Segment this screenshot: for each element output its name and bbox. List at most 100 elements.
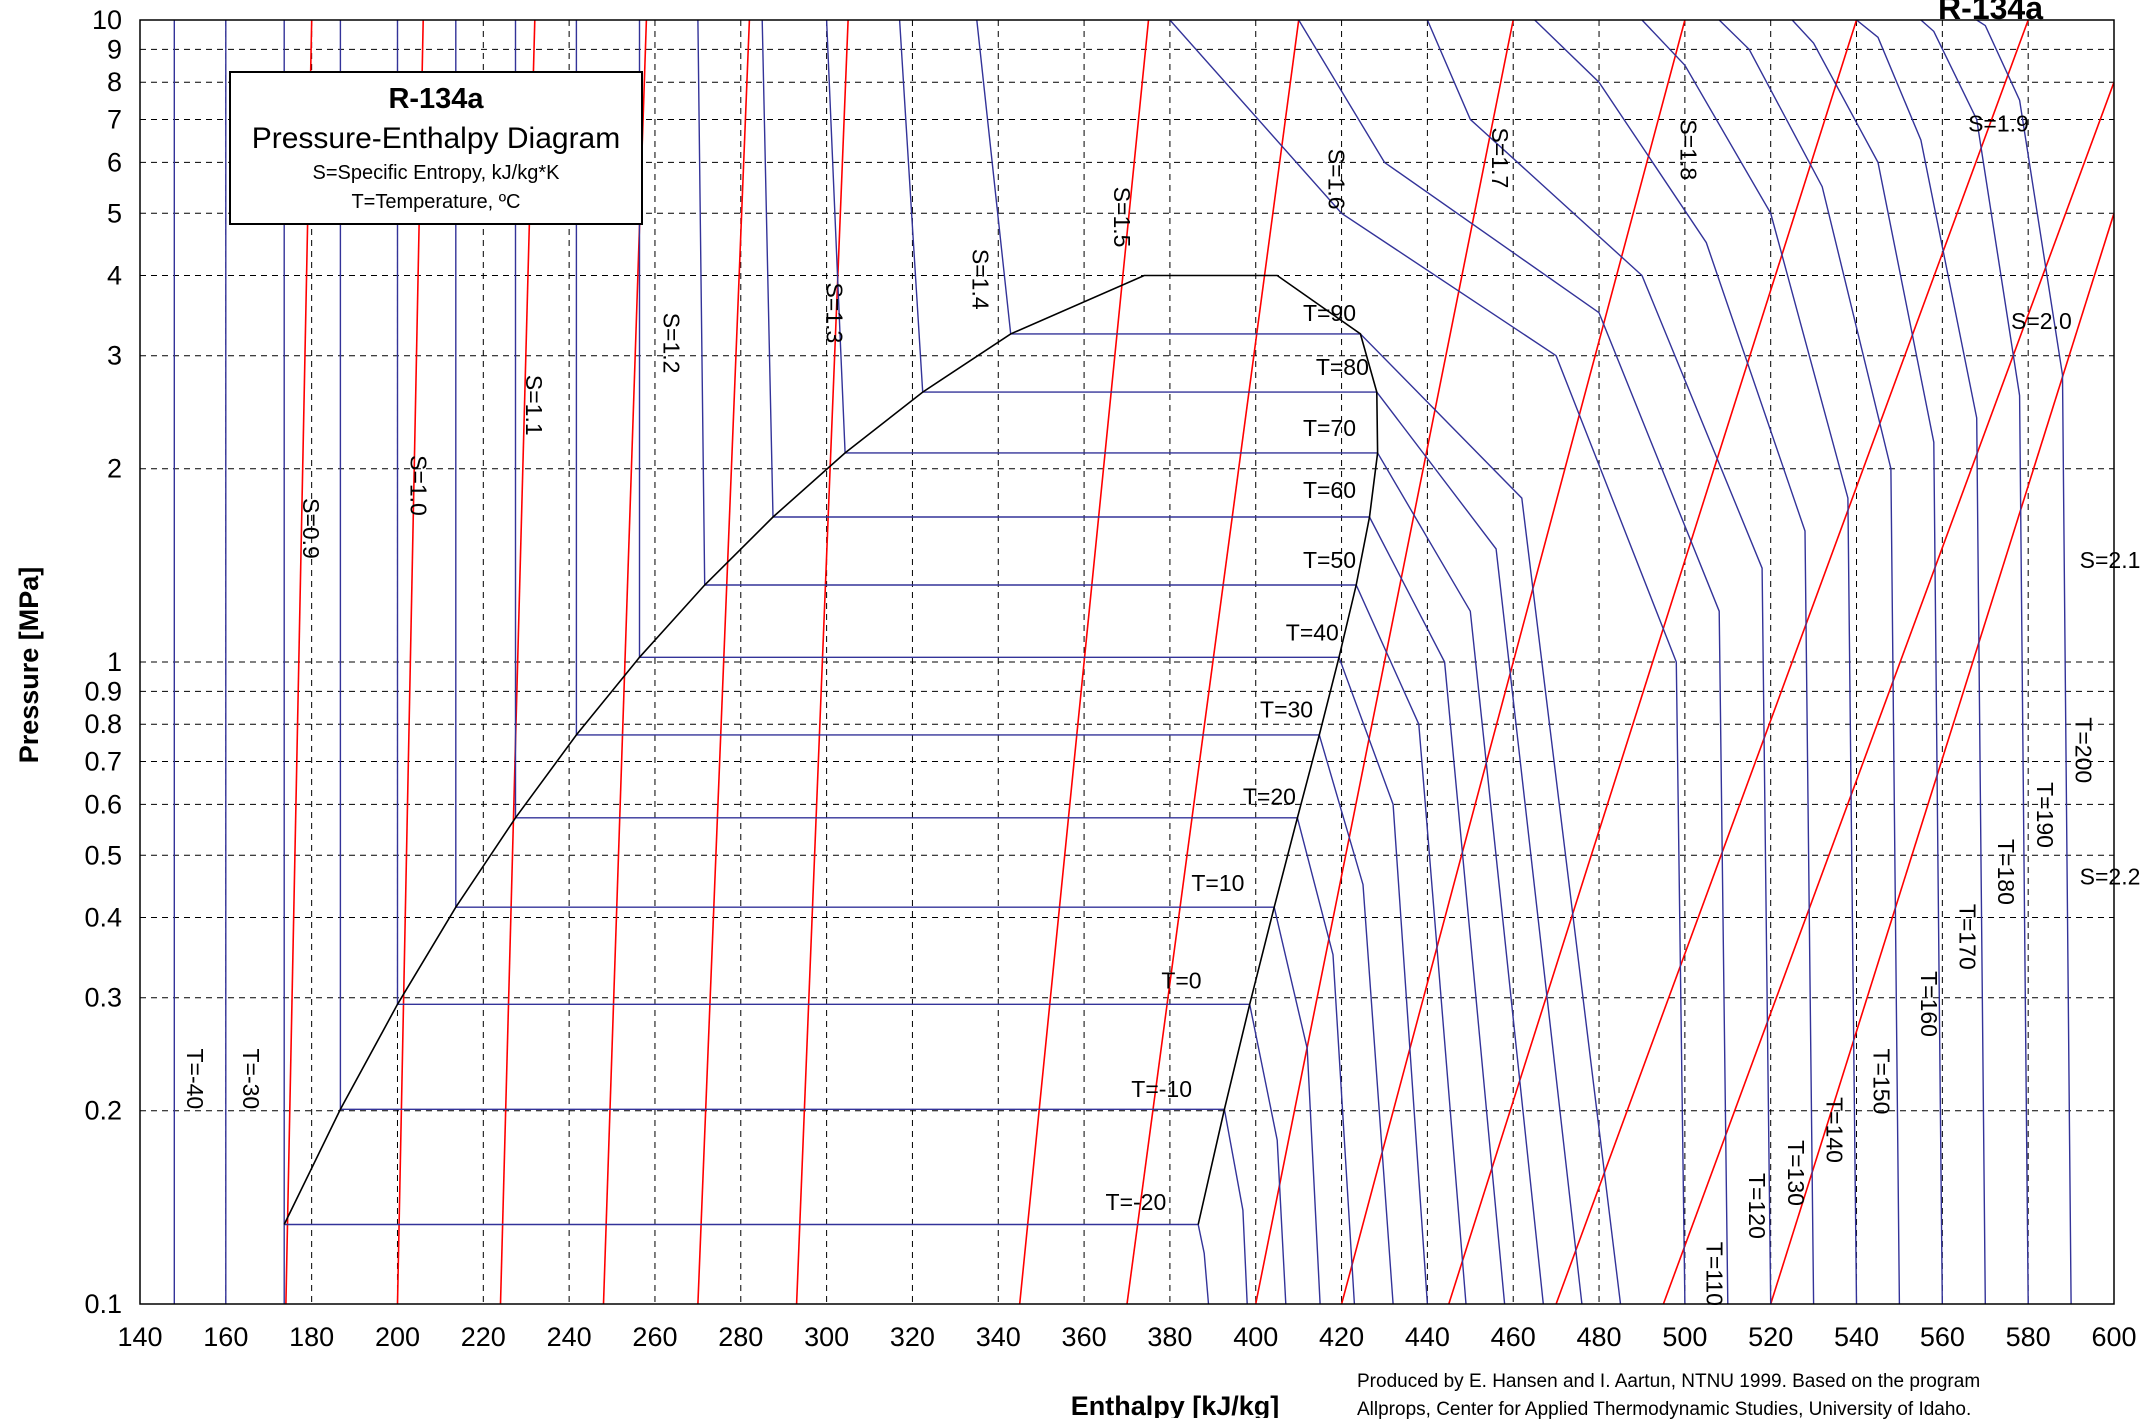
isotherm-label: T=0 bbox=[1161, 968, 1201, 994]
isentrope-line bbox=[1448, 20, 1858, 1304]
x-tick-label: 300 bbox=[804, 1322, 849, 1352]
isentrope-label: S=2.1 bbox=[2080, 547, 2141, 573]
y-tick-label: 10 bbox=[92, 5, 122, 35]
x-tick-label: 520 bbox=[1748, 1322, 1793, 1352]
isotherm-line bbox=[1976, 20, 2072, 1304]
isentrope-label: S=1.8 bbox=[1676, 119, 1702, 180]
isotherm-line bbox=[1791, 20, 1943, 1304]
isotherm-line bbox=[761, 20, 1506, 1304]
x-tick-label: 180 bbox=[289, 1322, 334, 1352]
x-tick-label: 480 bbox=[1577, 1322, 1622, 1352]
y-tick-label: 4 bbox=[107, 260, 122, 290]
isotherm-label-vertical: T=150 bbox=[1869, 1049, 1895, 1115]
isentrope-label: S=1.6 bbox=[1324, 149, 1350, 210]
isotherm-label-vertical: T=190 bbox=[2032, 782, 2058, 848]
isentrope-line bbox=[1126, 20, 1300, 1304]
plot-frame bbox=[139, 19, 2115, 1305]
legend-subtitle: Pressure-Enthalpy Diagram bbox=[251, 122, 621, 155]
isotherm-label: T=30 bbox=[1260, 696, 1313, 722]
legend-note-temperature: T=Temperature, ºC bbox=[351, 191, 521, 213]
isotherm-label: T=-10 bbox=[1131, 1076, 1192, 1102]
x-tick-label: 360 bbox=[1062, 1322, 1107, 1352]
y-tick-label: 0.7 bbox=[84, 746, 122, 776]
x-tick-label: 500 bbox=[1662, 1322, 1707, 1352]
isentrope-line bbox=[1254, 20, 1514, 1304]
x-tick-label: 320 bbox=[890, 1322, 935, 1352]
isotherm-line bbox=[1641, 20, 1858, 1304]
y-tick-label: 0.8 bbox=[84, 709, 122, 739]
isentrope-line bbox=[1340, 20, 1686, 1304]
y-tick-label: 7 bbox=[107, 104, 122, 134]
isotherm-line bbox=[1426, 20, 1772, 1304]
isotherm-label-vertical: T=-30 bbox=[238, 1049, 264, 1110]
isotherm-line bbox=[898, 20, 1583, 1304]
y-tick-label: 0.9 bbox=[84, 676, 122, 706]
y-tick-label: 9 bbox=[107, 34, 122, 64]
x-tick-label: 240 bbox=[547, 1322, 592, 1352]
isotherm-label-vertical: T=140 bbox=[1822, 1097, 1848, 1163]
isentrope-label: S=1.5 bbox=[1109, 187, 1135, 248]
isentrope-line bbox=[1769, 213, 2114, 1304]
y-tick-label: 8 bbox=[107, 67, 122, 97]
y-tick-label: 3 bbox=[107, 341, 122, 371]
credit-line-1: Produced by E. Hansen and I. Aartun, NTN… bbox=[1357, 1371, 1981, 1392]
isentrope-line bbox=[1555, 20, 2029, 1304]
x-tick-label: 200 bbox=[375, 1322, 420, 1352]
legend-note-entropy: S=Specific Entropy, kJ/kg*K bbox=[312, 162, 560, 184]
isentrope-line bbox=[795, 20, 849, 1304]
isotherm-line bbox=[283, 20, 1210, 1304]
isotherm-line bbox=[1718, 20, 1901, 1304]
isentrope-label: S=1.4 bbox=[968, 249, 994, 310]
credit-line-2: Allprops, Center for Applied Thermodynam… bbox=[1357, 1399, 1972, 1420]
isotherm-line bbox=[1534, 20, 1815, 1304]
x-tick-label: 580 bbox=[2006, 1322, 2051, 1352]
curve-labels: T=90 T=80 T=70 T=60 T=50 T=40 T=30 T=20 T=10 T=0 T… bbox=[182, 111, 2140, 1306]
isentrope-line bbox=[396, 20, 424, 1304]
isentrope-label: S=1.2 bbox=[659, 313, 685, 374]
isotherm-label-vertical: T=170 bbox=[1955, 904, 1981, 970]
x-tick-label: 380 bbox=[1147, 1322, 1192, 1352]
legend-box: R-134a Pressure-Enthalpy Diagram S=Speci… bbox=[229, 71, 643, 225]
legend-title: R-134a bbox=[388, 83, 484, 115]
x-tick-label: 140 bbox=[117, 1322, 162, 1352]
saturation-curve bbox=[283, 274, 1379, 1225]
isotherm-label-vertical: T=110 bbox=[1701, 1242, 1727, 1306]
isotherm-label-vertical: T=-40 bbox=[182, 1049, 208, 1110]
saturation-dome bbox=[283, 274, 1379, 1225]
x-tick-label: 600 bbox=[2091, 1322, 2136, 1352]
x-tick-label: 560 bbox=[1920, 1322, 1965, 1352]
isotherm-label-vertical: T=200 bbox=[2070, 717, 2096, 783]
isotherm-label: T=10 bbox=[1191, 870, 1244, 896]
isotherm-label: T=50 bbox=[1303, 547, 1356, 573]
y-tick-label: 0.2 bbox=[84, 1096, 122, 1126]
credit-text: Produced by E. Hansen and I. Aartun, NTN… bbox=[1357, 1368, 1980, 1424]
isotherm-label-vertical: T=130 bbox=[1783, 1140, 1809, 1206]
x-tick-label: 460 bbox=[1491, 1322, 1536, 1352]
x-tick-label: 540 bbox=[1834, 1322, 1879, 1352]
isotherm-label-vertical: T=120 bbox=[1744, 1173, 1770, 1239]
isentrope-line bbox=[1018, 20, 1150, 1304]
x-tick-label: 160 bbox=[203, 1322, 248, 1352]
isotherm-label-vertical: T=160 bbox=[1916, 971, 1942, 1037]
corner-title: R-134a bbox=[1938, 0, 2043, 26]
isentrope-label: S=0.9 bbox=[298, 498, 324, 559]
x-tick-label: 340 bbox=[976, 1322, 1021, 1352]
isentrope-line bbox=[1662, 81, 2114, 1304]
isentrope-line bbox=[499, 20, 536, 1304]
isotherm-label: T=60 bbox=[1303, 477, 1356, 503]
isentrope-label: S=2.0 bbox=[2011, 308, 2072, 334]
isotherm-line bbox=[697, 20, 1467, 1304]
isotherm-label: T=90 bbox=[1303, 300, 1356, 326]
y-tick-label: 0.4 bbox=[84, 902, 122, 932]
isotherm-label: T=70 bbox=[1303, 415, 1356, 441]
isotherm-label: T=40 bbox=[1286, 620, 1339, 646]
y-axis-label: Pressure [MPa] bbox=[14, 567, 44, 764]
x-axis-label: Enthalpy [kJ/kg] bbox=[1071, 1391, 1280, 1418]
isotherm-line bbox=[1920, 20, 2029, 1304]
y-tick-label: 0.1 bbox=[84, 1289, 122, 1319]
y-tick-label: 0.6 bbox=[84, 789, 122, 819]
isentrope-label: S=1.7 bbox=[1487, 128, 1513, 189]
isotherm-label: T=20 bbox=[1243, 783, 1296, 809]
isentrope-label: S=1.1 bbox=[521, 375, 547, 436]
